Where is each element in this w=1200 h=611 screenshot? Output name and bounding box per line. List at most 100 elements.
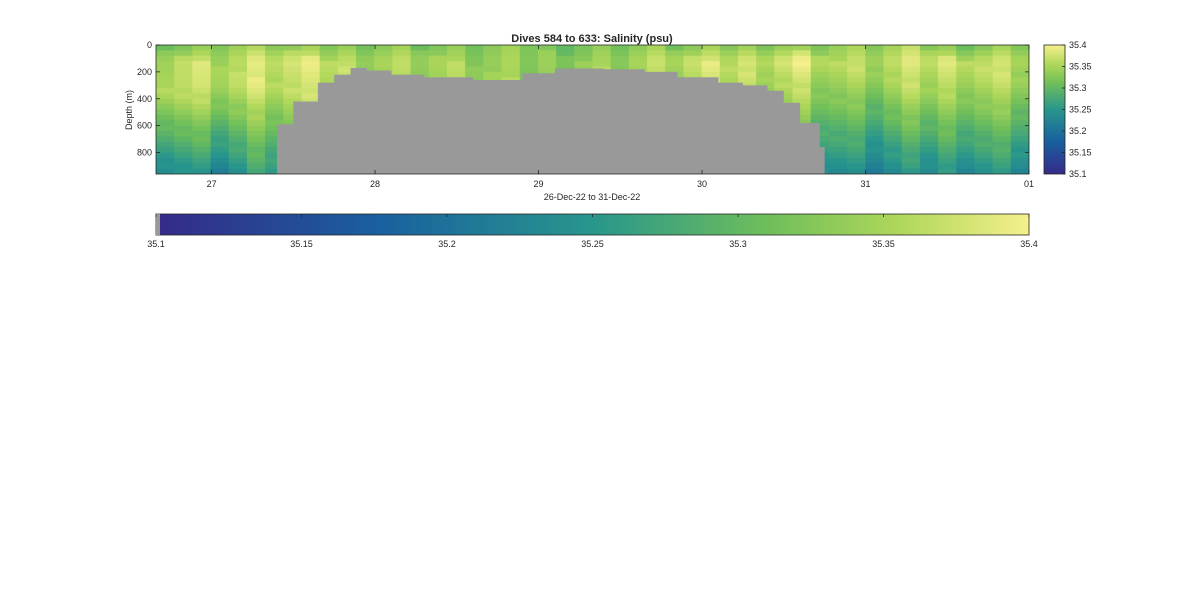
heatmap-cell [265, 66, 284, 73]
heatmap-cell [428, 45, 448, 51]
heatmap-cell [738, 45, 757, 51]
heatmap-cell [847, 77, 866, 84]
heatmap-cell [447, 66, 466, 73]
heatmap-cell [301, 50, 321, 57]
heatmap-cell [483, 61, 503, 68]
heatmap-cell [192, 109, 212, 116]
heatmap-cell [883, 141, 903, 148]
plot-frame [155, 44, 1030, 175]
heatmap-cell [828, 141, 848, 148]
heatmap-cell [246, 71, 266, 78]
heatmap-cell [283, 93, 303, 100]
heatmap-cell [319, 71, 339, 78]
heatmap-cell [956, 109, 976, 116]
heatmap-cell [774, 61, 794, 68]
heatmap-cell [956, 77, 976, 84]
heatmap-cell [283, 114, 303, 121]
heatmap-cell [392, 45, 412, 51]
heatmap-cell [174, 157, 193, 164]
heatmap-cell [483, 45, 503, 51]
heatmap-cell [301, 55, 321, 62]
heatmap-cell [537, 61, 557, 68]
heatmap-cell [992, 109, 1012, 116]
heatmap-cell [901, 136, 921, 143]
heatmap-cell [246, 152, 266, 159]
heatmap-cell [356, 61, 375, 68]
heatmap-cell [828, 66, 848, 73]
heatmap-cell [810, 114, 830, 121]
heatmap-cell [956, 66, 976, 73]
heatmap-cell [174, 109, 193, 116]
heatmap-cell [628, 55, 648, 62]
heatmap-cell [738, 77, 757, 84]
heatmap-cell [883, 125, 903, 132]
heatmap-cell [810, 71, 830, 78]
heatmap-cell [974, 98, 994, 105]
heatmap-cell [228, 45, 248, 51]
heatmap-cell [865, 136, 885, 143]
heatmap-cell [828, 168, 848, 174]
colorbar-bottom-label: 35.3 [729, 239, 747, 249]
heatmap-cell [883, 168, 903, 174]
heatmap-cell [156, 88, 175, 94]
heatmap-cell [647, 45, 666, 51]
heatmap-cell [974, 50, 994, 57]
heatmap-cell [265, 77, 284, 84]
heatmap-cell [810, 88, 830, 94]
heatmap-cell [337, 55, 357, 62]
heatmap-cell [192, 152, 212, 159]
x-axis-ticks: 27 28 29 30 31 01 [207, 45, 1034, 189]
heatmap-cell [938, 66, 957, 73]
heatmap-cell [156, 168, 175, 174]
heatmap-cell [483, 71, 503, 78]
heatmap-cell [156, 157, 175, 164]
heatmap-cell [938, 168, 957, 174]
heatmap-cell [847, 104, 866, 111]
heatmap-cell [774, 71, 794, 78]
heatmap-cell [992, 120, 1012, 127]
heatmap-cell [938, 55, 957, 62]
heatmap-cell [210, 45, 230, 51]
heatmap-cell [1010, 71, 1029, 78]
heatmap-cell [501, 55, 521, 62]
heatmap-cell [738, 55, 757, 62]
heatmap-cell [283, 88, 303, 94]
heatmap-cell [865, 120, 885, 127]
heatmap-cell [265, 131, 284, 137]
heatmap-cell [974, 136, 994, 143]
y-axis-ticks: 0 200 400 600 800 [137, 40, 1029, 158]
heatmap-cell [810, 104, 830, 111]
heatmap-cell [228, 50, 248, 57]
heatmap-cell [337, 50, 357, 57]
heatmap-cell [210, 136, 230, 143]
heatmap-cell [174, 131, 193, 137]
heatmap-cell [265, 93, 284, 100]
heatmap-cell [883, 61, 903, 68]
x-tick-label: 31 [861, 179, 871, 189]
y-axis-label: Depth (m) [124, 90, 134, 130]
heatmap-cell [956, 157, 976, 164]
heatmap-cell [938, 131, 957, 137]
heatmap-cell [192, 77, 212, 84]
heatmap-cell [938, 152, 957, 159]
heatmap-cell [901, 157, 921, 164]
heatmap-cell [246, 98, 266, 105]
heatmap-cell [901, 55, 921, 62]
heatmap-cell [228, 120, 248, 127]
heatmap-cell [701, 45, 721, 51]
heatmap-cell [228, 98, 248, 105]
heatmap-cell [156, 147, 175, 154]
colorbar-right-label: 35.2 [1069, 126, 1087, 136]
heatmap-cell [428, 50, 448, 57]
heatmap-cell [465, 50, 484, 57]
heatmap-cell [865, 55, 885, 62]
heatmap-cell [628, 45, 648, 51]
heatmap-cell [810, 66, 830, 73]
heatmap-cell [174, 77, 193, 84]
heatmap-cell [919, 120, 939, 127]
heatmap-cell [865, 77, 885, 84]
heatmap-cell [919, 61, 939, 68]
heatmap-cell [483, 55, 503, 62]
heatmap-cell [228, 82, 248, 89]
heatmap-cell [938, 45, 957, 51]
